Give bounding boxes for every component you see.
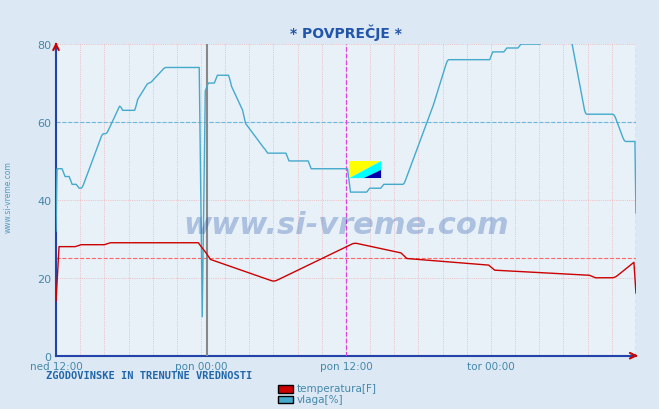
Text: temperatura[F]: temperatura[F]: [297, 384, 376, 393]
Polygon shape: [364, 170, 382, 179]
Text: www.si-vreme.com: www.si-vreme.com: [4, 160, 13, 232]
Text: vlaga[%]: vlaga[%]: [297, 394, 343, 404]
Text: ZGODOVINSKE IN TRENUTNE VREDNOSTI: ZGODOVINSKE IN TRENUTNE VREDNOSTI: [46, 370, 252, 380]
Polygon shape: [349, 162, 382, 179]
Title: * POVPREČJE *: * POVPREČJE *: [290, 25, 402, 41]
Polygon shape: [349, 162, 382, 179]
Text: www.si-vreme.com: www.si-vreme.com: [183, 211, 509, 240]
